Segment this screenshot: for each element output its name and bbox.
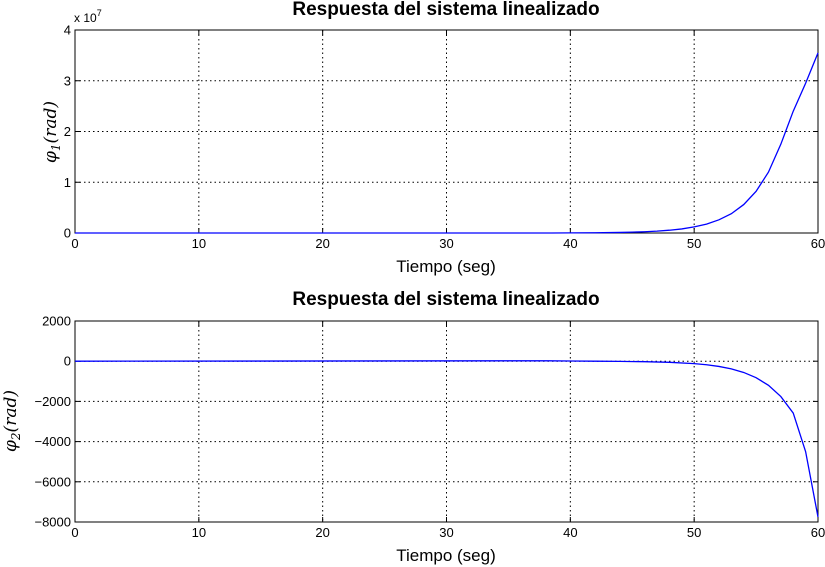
y-tick-label: −8000: [34, 515, 71, 530]
y-axis-symbol: φ: [41, 151, 61, 163]
chart-title: Respuesta del sistema linealizado: [292, 289, 599, 310]
y-axis-subscript: 2: [9, 432, 23, 441]
y-exponent-base: x 10: [74, 11, 97, 25]
x-tick-label: 40: [563, 236, 577, 251]
x-tick-label: 10: [192, 236, 206, 251]
series-line: [75, 52, 819, 234]
x-tick-label: 20: [315, 525, 329, 540]
x-axis-label: Tiempo (seg): [396, 257, 496, 276]
x-tick-label: 60: [811, 525, 825, 540]
chart-phi2: 0 10 20 30 40 50 60 −8000 −6000 −4000 −2000 0 2000 R…: [1, 289, 825, 565]
y-tick-label: 4: [64, 23, 71, 38]
y-axis-label: φ1(rad): [41, 101, 63, 163]
x-tick-label: 20: [315, 236, 329, 251]
y-tick-label: 1: [64, 175, 71, 190]
x-tick-label: 10: [192, 525, 206, 540]
y-tick-label: 2000: [42, 314, 71, 329]
x-tick-label: 40: [563, 525, 577, 540]
y-tick-label: −4000: [34, 434, 71, 449]
y-tick-label: 3: [64, 73, 71, 88]
x-tick-label: 0: [71, 236, 78, 251]
x-tick-label: 60: [811, 236, 825, 251]
x-tick-label: 50: [687, 525, 701, 540]
plot-area: [74, 29, 819, 234]
y-axis-label: φ2(rad): [1, 390, 23, 452]
y-axis-symbol: φ: [1, 440, 21, 452]
x-tick-label: 0: [71, 525, 78, 540]
x-tick-label: 50: [687, 236, 701, 251]
series-line: [74, 360, 819, 518]
y-tick-label: 0: [64, 226, 71, 241]
y-axis-subscript: 1: [49, 143, 63, 151]
y-exponent-label: x 107: [74, 8, 102, 25]
y-tick-label: 2: [64, 124, 71, 139]
y-axis-unit: (rad): [1, 390, 21, 432]
x-tick-label: 30: [439, 236, 453, 251]
y-axis-unit: (rad): [41, 101, 61, 143]
y-tick-label: −6000: [34, 474, 71, 489]
chart-title: Respuesta del sistema linealizado: [292, 0, 599, 20]
x-axis-label: Tiempo (seg): [396, 546, 496, 565]
x-tick-label: 30: [439, 525, 453, 540]
y-exponent-power: 7: [97, 8, 102, 18]
y-tick-label: −2000: [34, 394, 71, 409]
y-tick-label: 0: [64, 354, 71, 369]
